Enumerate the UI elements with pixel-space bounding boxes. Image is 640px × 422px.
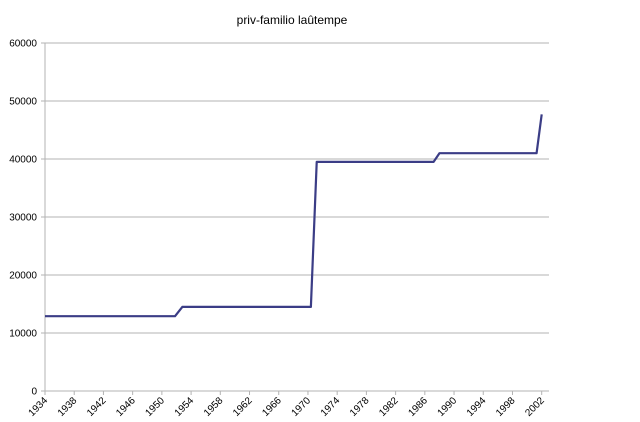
- x-tick-label: 1982: [377, 395, 401, 419]
- x-tick-label: 1938: [56, 395, 80, 419]
- x-tick-label: 1966: [260, 395, 284, 419]
- x-tick-label: 1962: [231, 395, 255, 419]
- y-tick-label: 0: [31, 387, 37, 398]
- y-axis-tick-labels: 0 10000 20000 30000 40000 50000 60000: [9, 39, 37, 398]
- x-axis-tick-labels: 1934 1938 1942 1946 1950 1954 1958 1962 1966 1970…: [27, 395, 548, 419]
- y-tick-label: 30000: [9, 213, 37, 224]
- y-tick-label: 60000: [9, 39, 37, 50]
- gridlines: [45, 42, 549, 334]
- x-tick-label: 1978: [348, 395, 372, 419]
- series-line-0: [45, 114, 543, 318]
- x-tick-label: 1970: [290, 395, 314, 419]
- x-tick-label: 1986: [406, 395, 430, 419]
- series-lines: [45, 114, 543, 318]
- x-tick-label: 1946: [114, 395, 138, 419]
- axes: [41, 42, 549, 395]
- y-tick-label: 10000: [9, 329, 37, 340]
- x-tick-label: 1974: [319, 395, 343, 419]
- x-tick-label: 1934: [27, 395, 51, 419]
- y-tick-label: 40000: [9, 155, 37, 166]
- chart-title: priv-familio laûtempe: [237, 13, 348, 27]
- y-tick-label: 20000: [9, 271, 37, 282]
- x-tick-label: 1958: [202, 395, 226, 419]
- y-tick-label: 50000: [9, 97, 37, 108]
- x-tick-label: 1942: [85, 395, 109, 419]
- x-tick-label: 1998: [494, 395, 518, 419]
- x-tick-label: 1950: [143, 395, 167, 419]
- x-tick-label: 1994: [465, 395, 489, 419]
- x-tick-label: 1954: [173, 395, 197, 419]
- x-tick-label: 1990: [436, 395, 460, 419]
- x-tick-label: 2002: [523, 395, 547, 419]
